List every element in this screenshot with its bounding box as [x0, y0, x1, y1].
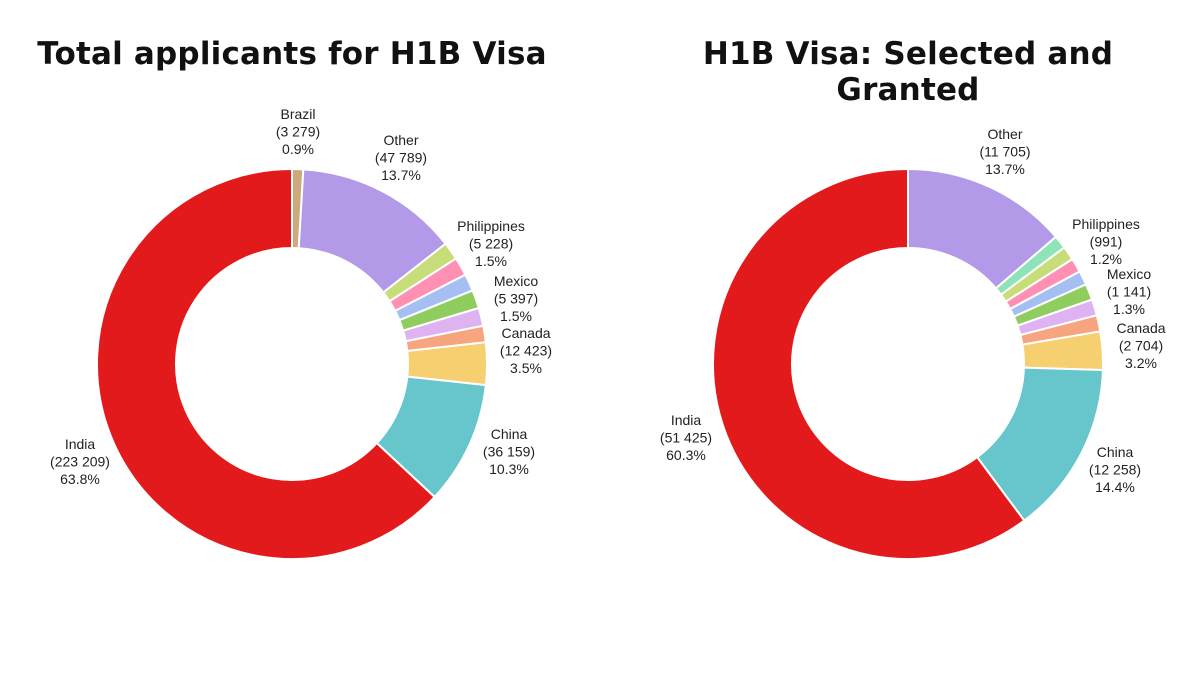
- slice-name: Other: [987, 126, 1022, 142]
- slice-name: Philippines: [457, 218, 525, 234]
- data-label-other: Other (47 789) 13.7%: [375, 132, 427, 183]
- slice-percent: 3.5%: [510, 360, 542, 376]
- slice-india: [96, 167, 437, 560]
- slice-percent: 3.2%: [1125, 355, 1157, 371]
- data-label-china: China (36 159) 10.3%: [483, 426, 535, 477]
- slice-value: (1 141): [1107, 284, 1151, 300]
- slice-value: (3 279): [276, 124, 320, 140]
- slice-percent: 13.7%: [381, 167, 421, 183]
- data-label-mexico: Mexico (5 397) 1.5%: [494, 273, 539, 324]
- slice-percent: 13.7%: [985, 161, 1025, 177]
- slice-percent: 14.4%: [1095, 479, 1135, 495]
- slice-group: [712, 167, 1104, 560]
- slice-name: Mexico: [494, 273, 539, 289]
- chart-title-total-applicants: Total applicants for H1B Visa: [37, 36, 547, 72]
- slice-percent: 0.9%: [282, 141, 314, 157]
- slice-percent: 1.5%: [500, 308, 532, 324]
- slice-value: (5 228): [469, 236, 513, 252]
- slice-percent: 1.3%: [1113, 301, 1145, 317]
- data-label-mexico: Mexico (1 141) 1.3%: [1107, 266, 1152, 317]
- data-label-canada: Canada (12 423) 3.5%: [500, 325, 552, 376]
- slice-percent: 1.2%: [1090, 251, 1122, 267]
- slice-value: (11 705): [979, 144, 1030, 160]
- label-group: Other (11 705) 13.7% Philippines (991) 1.2%Me…: [660, 126, 1166, 495]
- slice-name: India: [65, 436, 96, 452]
- slice-value: (51 425): [660, 430, 712, 446]
- slice-value: (991): [1090, 234, 1123, 250]
- slice-group: [96, 167, 488, 560]
- data-label-india: India (51 425) 60.3%: [660, 412, 712, 463]
- data-label-china: China (12 258) 14.4%: [1089, 444, 1141, 495]
- slice-name: Brazil: [280, 106, 315, 122]
- slice-name: Canada: [1116, 320, 1165, 336]
- slice-value: (47 789): [375, 150, 427, 166]
- slice-percent: 1.5%: [475, 253, 507, 269]
- slice-india: [712, 167, 1026, 560]
- slice-value: (36 159): [483, 444, 535, 460]
- slice-name: Mexico: [1107, 266, 1152, 282]
- chart-title-selected-granted: H1B Visa: Selected and Granted: [702, 36, 1114, 108]
- slice-value: (5 397): [494, 291, 538, 307]
- slice-value: (12 423): [500, 343, 552, 359]
- data-label-philippines: Philippines (991) 1.2%: [1072, 216, 1140, 267]
- slice-name: Other: [383, 132, 418, 148]
- slice-percent: 10.3%: [489, 461, 529, 477]
- data-label-brazil: Brazil (3 279) 0.9%: [276, 106, 320, 157]
- data-label-philippines: Philippines (5 228) 1.5%: [457, 218, 525, 269]
- slice-name: Philippines: [1072, 216, 1140, 232]
- data-label-india: India (223 209) 63.8%: [50, 436, 110, 487]
- slice-value: (2 704): [1119, 338, 1163, 354]
- slice-name: China: [1097, 444, 1134, 460]
- slice-percent: 63.8%: [60, 471, 100, 487]
- data-label-canada: Canada (2 704) 3.2%: [1116, 320, 1165, 371]
- slice-name: China: [491, 426, 528, 442]
- slice-percent: 60.3%: [666, 447, 706, 463]
- slice-value: (12 258): [1089, 462, 1141, 478]
- data-label-other: Other (11 705) 13.7%: [979, 126, 1030, 177]
- label-group: Brazil (3 279) 0.9% Other (47 789) 13.7% Phili…: [50, 106, 552, 487]
- slice-name: India: [671, 412, 702, 428]
- slice-value: (223 209): [50, 454, 110, 470]
- slice-name: Canada: [501, 325, 550, 341]
